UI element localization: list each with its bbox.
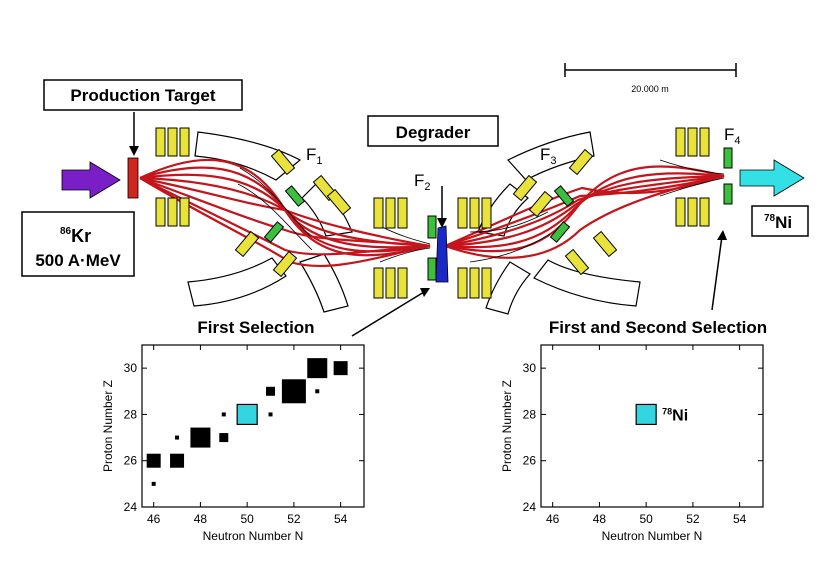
incoming-beam-arrow bbox=[61, 161, 121, 199]
production-target-block bbox=[127, 157, 139, 199]
plot-frame bbox=[540, 344, 764, 508]
dipole-2 bbox=[187, 257, 287, 307]
nuclide-point bbox=[281, 379, 306, 404]
x-tick-label: 48 bbox=[593, 512, 607, 526]
dipole-2b bbox=[299, 253, 349, 313]
beam-trajectories bbox=[139, 158, 725, 268]
production-target-label: Production Target bbox=[43, 79, 243, 156]
nuclide-point bbox=[236, 403, 258, 426]
quad-group-1 bbox=[155, 127, 190, 227]
production-target-text: Production Target bbox=[70, 86, 215, 105]
beam-energy: 500 A·MeV bbox=[35, 251, 121, 270]
beam-label: 86Kr 500 A·MeV bbox=[21, 211, 135, 277]
x-tick-label: 46 bbox=[546, 512, 560, 526]
nuclide-point-label: 78Ni bbox=[662, 406, 688, 424]
y-tick-label: 30 bbox=[523, 361, 537, 375]
first-second-selection-chart: 46 48 50 52 54 24 26 28 30 Neutron Number N Proton… bbox=[500, 344, 764, 543]
first-selection-title: First Selection bbox=[197, 318, 314, 337]
x-axis-label: Neutron Number N bbox=[602, 529, 703, 543]
nuclide-point bbox=[307, 358, 328, 379]
dipole-4 bbox=[485, 261, 531, 315]
nuclide-point bbox=[221, 412, 226, 417]
product-isotope: 78Ni bbox=[764, 213, 792, 232]
selection-arrows bbox=[351, 230, 727, 337]
y-tick-label: 24 bbox=[523, 500, 537, 514]
trajectory-black-lines bbox=[237, 159, 725, 263]
degrader-label: Degrader bbox=[367, 115, 499, 228]
focal-plane-labels: F1 F2 F3 F4 bbox=[306, 125, 741, 193]
x-tick-label: 48 bbox=[194, 512, 208, 526]
nuclide-point bbox=[219, 433, 229, 443]
y-axis-label: Proton Number Z bbox=[101, 380, 115, 472]
degrader-text: Degrader bbox=[396, 123, 471, 142]
quad-group-4 bbox=[675, 127, 710, 227]
x-tick-label: 54 bbox=[733, 512, 747, 526]
sextupoles bbox=[263, 147, 733, 281]
nuclide-point bbox=[170, 453, 185, 468]
beam-isotope: 86Kr bbox=[60, 226, 91, 246]
y-tick-label: 30 bbox=[124, 361, 138, 375]
first-second-selection-title: First and Second Selection bbox=[549, 318, 767, 337]
focus-f1-label: F1 bbox=[306, 145, 323, 167]
scale-bar-label: 20.000 m bbox=[631, 84, 669, 94]
nuclide-point bbox=[333, 361, 348, 376]
x-tick-label: 54 bbox=[334, 512, 348, 526]
focus-f3-label: F3 bbox=[540, 145, 557, 167]
x-tick-label: 52 bbox=[287, 512, 301, 526]
scale-bar: 20.000 m bbox=[564, 63, 737, 94]
focus-f4-label: F4 bbox=[724, 125, 741, 147]
nuclide-point bbox=[190, 427, 211, 448]
y-tick-label: 24 bbox=[124, 500, 138, 514]
y-tick-label: 28 bbox=[124, 407, 138, 421]
focus-f2-label: F2 bbox=[414, 171, 431, 193]
y-tick-label: 26 bbox=[124, 454, 138, 468]
product-label: 78Ni bbox=[751, 205, 809, 237]
x-tick-label: 50 bbox=[240, 512, 254, 526]
dipole-3 bbox=[507, 131, 595, 181]
x-tick-label: 46 bbox=[147, 512, 161, 526]
x-axis-label: Neutron Number N bbox=[203, 529, 304, 543]
quad-tilted bbox=[234, 148, 618, 278]
nuclide-point bbox=[635, 403, 657, 426]
nuclide-point bbox=[266, 386, 276, 396]
nuclide-point bbox=[175, 435, 180, 440]
x-tick-label: 50 bbox=[639, 512, 653, 526]
quadrupoles bbox=[155, 127, 710, 299]
quad-group-2 bbox=[373, 197, 408, 299]
nuclide-point bbox=[146, 453, 161, 468]
nuclide-point bbox=[151, 481, 156, 486]
quad-group-3 bbox=[457, 197, 492, 299]
nuclide-point bbox=[315, 389, 320, 394]
outgoing-beam-arrow bbox=[739, 159, 805, 197]
plot-frame bbox=[141, 344, 365, 508]
y-tick-label: 28 bbox=[523, 407, 537, 421]
nuclide-point bbox=[268, 412, 273, 417]
degrader-wedge bbox=[435, 225, 449, 283]
dipole-magnets bbox=[187, 131, 641, 315]
y-tick-label: 26 bbox=[523, 454, 537, 468]
first-selection-chart: 46 48 50 52 54 24 26 28 30 Neutron Number N Proton… bbox=[101, 344, 365, 543]
y-axis-label: Proton Number Z bbox=[500, 380, 514, 472]
dipole-4b bbox=[533, 259, 641, 307]
x-tick-label: 52 bbox=[686, 512, 700, 526]
